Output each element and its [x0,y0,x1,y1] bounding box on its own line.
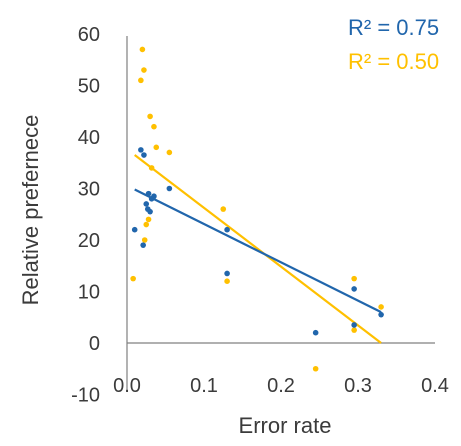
data-point [139,46,146,53]
data-point [153,144,160,151]
y-tick-label: 0 [89,333,100,355]
data-point [351,327,357,333]
tick-labels: 0.0 0.1 0.2 0.3 0.4 -10 0 10 20 30 40 50 60 [71,24,449,407]
r-squared-yellow-label: R² = 0.50 [348,49,439,74]
data-point [378,311,384,318]
axes [126,36,435,391]
data-point [224,226,230,233]
trendline [134,188,382,314]
data-point [140,242,146,248]
trendline [134,154,382,344]
data-point [141,67,147,73]
data-point [351,286,357,292]
data-point [351,322,357,328]
x-tick-label: 0.4 [421,375,449,397]
data-points [130,46,384,372]
data-point [151,123,157,130]
data-point [224,278,230,285]
y-tick-label: 40 [78,127,100,149]
data-point [220,206,227,212]
y-tick-label: 50 [78,76,100,98]
data-point [378,304,384,310]
data-point [147,208,153,215]
data-point [166,149,173,156]
data-point [145,216,152,223]
y-tick-label: 60 [78,24,100,46]
data-point [131,226,138,233]
x-tick-label: 0.1 [190,375,218,397]
data-point [138,77,144,84]
data-point [147,113,153,120]
x-tick-label: 0.2 [267,375,295,397]
y-tick-label: 30 [78,179,100,201]
data-point [130,275,136,282]
data-point [141,152,147,158]
r-squared-blue-label: R² = 0.75 [348,15,439,40]
data-point [151,193,157,200]
data-point [312,329,319,336]
data-point [351,275,357,282]
data-point [312,365,319,372]
y-tick-label: 20 [78,230,100,252]
data-point [141,237,148,243]
y-tick-label: -10 [71,385,100,407]
data-point [224,270,230,277]
x-tick-label: 0.3 [344,375,372,397]
data-point [143,201,150,207]
data-point [138,147,144,153]
x-axis-title: Error rate [239,413,332,438]
y-tick-label: 10 [78,282,100,304]
data-point [148,165,155,171]
x-tick-label: 0.0 [113,375,141,397]
data-point [145,190,152,197]
data-point [166,185,173,192]
y-axis-title: Relative prefernece [18,115,43,306]
trendlines [134,154,382,344]
data-point [143,221,150,228]
